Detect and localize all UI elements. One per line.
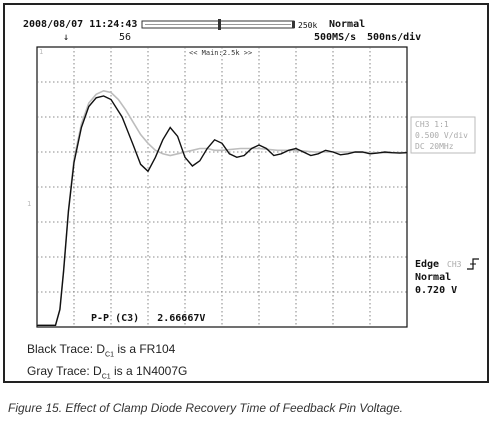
figure-caption: Figure 15. Effect of Clamp Diode Recover… (8, 401, 403, 415)
legend-black: Black Trace: DC1 is a FR104 (27, 341, 187, 363)
legend-gray-suffix: is a 1N4007G (110, 364, 188, 379)
left-marker-mid-text: 1 (27, 200, 31, 208)
datetime-text: 2008/08/07 11:24:43 (23, 19, 137, 30)
rising-edge-icon (467, 258, 479, 270)
grid-lines (37, 47, 407, 327)
sample-rate-text: 500MS/s (314, 32, 356, 43)
channel-line-1: CH3 1:1 (415, 120, 449, 129)
time-div-text: 500ns/div (367, 31, 421, 43)
acq-mode-text: Normal (329, 19, 365, 30)
legend-black-suffix: is a FR104 (113, 342, 176, 356)
left-marker-top-text: 1 (39, 48, 43, 56)
trigger-mode-text: Normal (415, 272, 451, 283)
legend-black-sub: C1 (105, 351, 114, 359)
trace-legend: Black Trace: DC1 is a FR104 Gray Trace: … (27, 341, 187, 386)
figure-frame: 2008/08/07 11:24:43 ↓ 56 250k Normal 500… (3, 3, 489, 383)
measurement-text: P-P (C3) 2.66667V (91, 313, 205, 324)
oscilloscope-screen: 2008/08/07 11:24:43 ↓ 56 250k Normal 500… (23, 19, 479, 328)
legend-gray-prefix: Gray Trace: D (27, 364, 102, 379)
channel-line-2: 0.500 V/div (415, 131, 468, 140)
channel-line-3: DC 20MHz (415, 142, 454, 151)
trigger-level-text: 0.720 V (415, 285, 457, 296)
legend-black-prefix: Black Trace: D (27, 342, 106, 356)
memory-bar (141, 19, 295, 30)
trigger-source-text: CH3 (447, 260, 462, 269)
legend-gray: Gray Trace: DC1 is a 1N4007G (27, 363, 187, 385)
channel-info-box: CH3 1:1 0.500 V/div DC 20MHz (410, 116, 476, 154)
memory-label-text: 250k (298, 21, 317, 30)
count-text: 56 (119, 32, 131, 43)
legend-gray-sub: C1 (101, 373, 111, 381)
record-marker-text: ↓ (63, 32, 69, 43)
zoom-label-text: << Main:2.5k >> (189, 49, 252, 57)
black-trace (37, 95, 408, 326)
trigger-type-text: Edge (415, 259, 439, 270)
